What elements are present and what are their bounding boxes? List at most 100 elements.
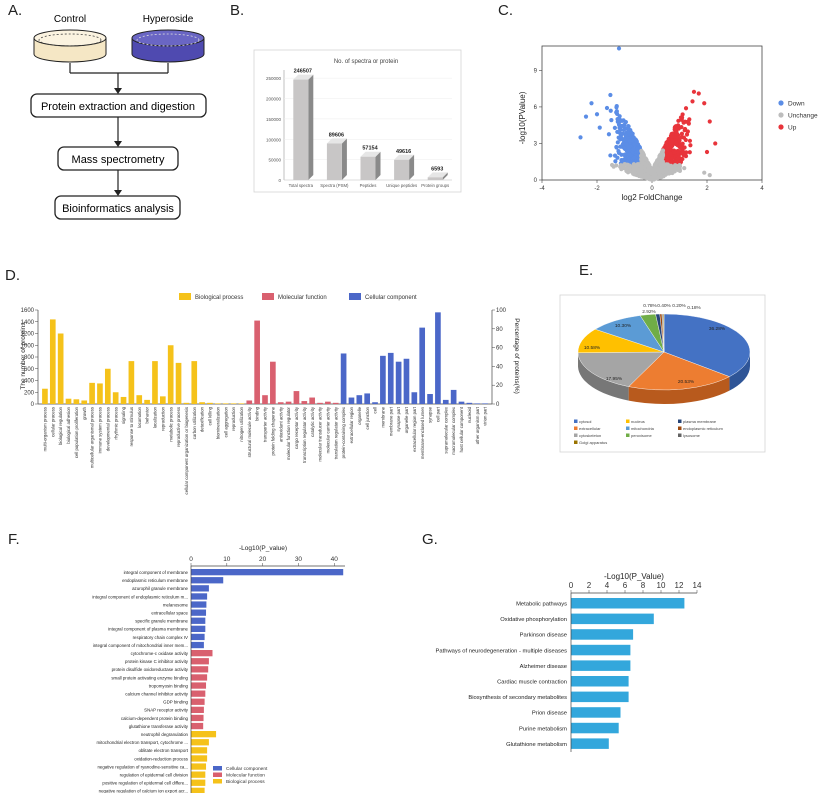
- y-tick-label: oblitate electron transport: [138, 748, 188, 753]
- bar: [167, 345, 174, 404]
- bar: [152, 361, 158, 404]
- y-tick-label: integral component of membrane: [124, 570, 189, 575]
- bar: [191, 731, 217, 738]
- bar: [230, 403, 237, 404]
- data-point: [608, 108, 613, 113]
- data-point: [616, 46, 622, 51]
- y-tick-label: 9: [534, 68, 538, 74]
- data-point: [651, 174, 656, 179]
- bar-top: [360, 151, 381, 157]
- data-point: [713, 141, 718, 146]
- y-tick-label: 60: [496, 346, 503, 352]
- bar: [183, 402, 190, 404]
- data-point: [614, 110, 619, 115]
- y-tick-label: GDP binding: [163, 700, 188, 705]
- x-tick-label: cell aggregation: [223, 406, 228, 437]
- bar: [419, 327, 426, 404]
- y-tick-label: extracellular space: [151, 611, 188, 616]
- data-point: [673, 163, 678, 168]
- bar: [340, 353, 347, 404]
- legend-swatch: [574, 426, 578, 430]
- data-point: [680, 112, 685, 117]
- x-tick-label: antioxidant activity: [278, 406, 283, 442]
- data-point: [682, 166, 687, 171]
- bar: [207, 402, 213, 404]
- x-tick-label: Total spectra: [289, 183, 314, 188]
- y-tick-label: protein kinase C inhibitor activity: [125, 659, 189, 664]
- legend-marker: [778, 124, 784, 130]
- bar-value-label: 49616: [396, 149, 411, 155]
- data-point: [619, 118, 624, 123]
- slice-label: 0.20%: [672, 303, 686, 309]
- bar: [317, 402, 323, 404]
- x-tick-label: membrane-enclosed lumen: [420, 406, 425, 459]
- x-tick-label: macromolecular complex: [451, 406, 456, 455]
- x-tick-label: cell junction: [365, 406, 370, 429]
- bar: [571, 722, 619, 734]
- bar: [191, 650, 213, 657]
- data-point: [679, 117, 684, 122]
- chart-title: No. of spectra or protein: [334, 59, 398, 65]
- legend-swatch: [574, 440, 578, 444]
- legend-label: lysosome: [683, 433, 701, 438]
- y-tick-label: Metabolic pathways: [516, 602, 567, 608]
- bar: [191, 787, 205, 793]
- y-tick-label: positive regulation of epidermal cell di…: [102, 781, 188, 786]
- x-tick-label: 6: [623, 581, 628, 590]
- x-tick-label: developmental process: [105, 407, 110, 451]
- y-tick-label: SNAP receptor activity: [144, 708, 189, 713]
- bar: [191, 706, 204, 713]
- data-point: [687, 150, 692, 155]
- bar: [325, 401, 331, 404]
- bar: [411, 392, 418, 404]
- data-point: [624, 142, 629, 147]
- y-tick-label: 1200: [21, 332, 35, 338]
- data-point: [687, 138, 693, 143]
- bar: [49, 319, 56, 404]
- data-point: [686, 121, 691, 126]
- pie-slice-side: [578, 352, 629, 401]
- plot-area: [541, 45, 763, 181]
- x-tick-label: reproductive process: [176, 407, 181, 447]
- y-tick-label: 0: [278, 178, 281, 183]
- x-tick-label: immune system process: [98, 407, 103, 453]
- x-tick-label: transcription regulator activity: [302, 406, 307, 463]
- x-tick-label: host cellular component: [459, 406, 464, 452]
- data-point: [679, 131, 685, 136]
- data-point: [682, 126, 688, 132]
- legend-swatch: [626, 426, 630, 430]
- bar: [191, 722, 204, 730]
- data-point: [702, 101, 707, 106]
- bar: [571, 676, 629, 687]
- bar: [73, 399, 80, 404]
- data-point: [636, 150, 641, 155]
- data-point: [637, 163, 642, 168]
- bar: [128, 361, 135, 404]
- bar: [191, 641, 204, 649]
- data-point: [627, 138, 632, 144]
- x-tick-label: membrane part: [388, 406, 393, 436]
- data-point: [639, 166, 644, 171]
- legend-marker: [778, 100, 784, 106]
- pie-slice-side: [729, 352, 750, 391]
- data-point: [627, 152, 632, 157]
- bar: [293, 391, 300, 404]
- legend-swatch: [678, 426, 682, 430]
- data-point: [627, 169, 632, 174]
- bar: [571, 613, 654, 625]
- x-tick-label: structural molecule activity: [247, 406, 252, 457]
- x-tick-label: synapse part: [396, 406, 401, 431]
- bar: [466, 402, 473, 404]
- x-tick-label: Peptides: [360, 183, 377, 188]
- legend-swatch: [626, 419, 630, 423]
- bar: [427, 394, 433, 404]
- x-tick-label: cell population proliferation: [74, 406, 79, 458]
- x-tick-label: protein-containing complex: [341, 406, 346, 458]
- bar: [191, 755, 208, 762]
- bar: [360, 156, 376, 180]
- data-point: [664, 142, 669, 147]
- panel-letter-d: D.: [5, 267, 20, 284]
- bar: [65, 398, 72, 404]
- legend-label: Biological process: [195, 295, 243, 301]
